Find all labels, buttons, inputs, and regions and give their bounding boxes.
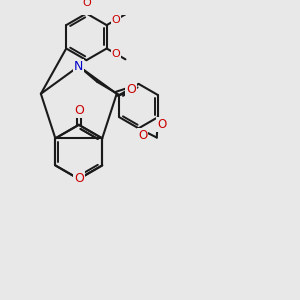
Text: O: O (138, 129, 147, 142)
Text: O: O (126, 83, 136, 96)
Text: O: O (74, 172, 84, 185)
Text: O: O (112, 15, 120, 25)
Text: O: O (82, 0, 91, 8)
Text: O: O (157, 118, 167, 130)
Text: O: O (112, 49, 120, 59)
Text: N: N (74, 60, 83, 73)
Text: O: O (74, 103, 84, 116)
